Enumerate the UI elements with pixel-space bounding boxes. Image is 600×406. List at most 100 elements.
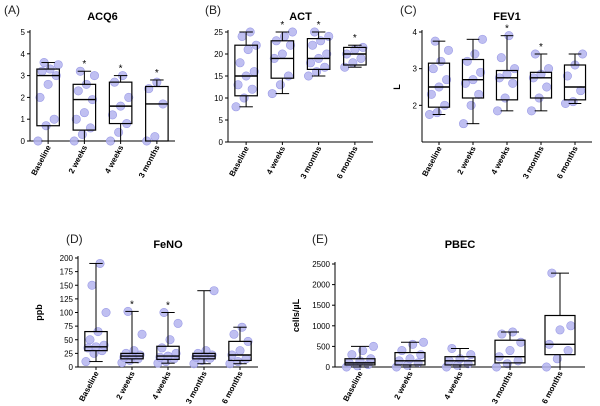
data-point (348, 58, 358, 68)
chart-title: FeNO (153, 239, 183, 251)
data-point (502, 359, 512, 369)
y-tick-label: 15 (214, 72, 223, 81)
y-tick-label: 1 (21, 115, 26, 124)
data-point (277, 49, 287, 59)
box-iqr (228, 340, 252, 362)
category-label: 4 weeks (442, 369, 465, 401)
category-label: 2 weeks (392, 369, 415, 401)
box-iqr (529, 71, 553, 99)
data-point (79, 108, 89, 118)
data-point (466, 100, 476, 110)
data-point (279, 31, 289, 41)
category-label: 6 months (220, 369, 245, 405)
data-point (233, 357, 243, 367)
data-point (53, 60, 63, 70)
category-label: 4 weeks (150, 369, 173, 401)
category-label: 3 months (521, 144, 546, 180)
data-point (157, 343, 167, 353)
category-label: 6 months (335, 144, 360, 180)
box-iqr (344, 358, 376, 366)
data-point (516, 337, 526, 347)
data-point (85, 123, 95, 133)
chart-panel: (D) FeNO 0 25 50 75 100 125 150 175 200 ppb Baseline… (34, 232, 258, 405)
category-label: 2 weeks (114, 369, 137, 401)
data-point (87, 280, 97, 290)
panel-label: (A) (4, 3, 20, 17)
data-point (106, 136, 116, 146)
y-axis-label: ppb (34, 304, 44, 321)
category-label: Baseline (29, 143, 53, 177)
data-point (312, 67, 322, 77)
data-point (347, 350, 357, 360)
box-iqr (84, 330, 108, 352)
chart-panel: (B) ACT 0 5 10 15 20 25 Baseline 4 weeks * 3 months… (205, 3, 373, 180)
data-point (500, 93, 510, 103)
data-point (101, 307, 111, 317)
category-label: 3 months (299, 144, 324, 180)
data-point (502, 69, 512, 79)
category-label: 4 weeks (265, 144, 288, 176)
significance-marker: * (353, 33, 357, 44)
data-point (320, 62, 330, 72)
data-point (426, 89, 436, 99)
data-point (576, 86, 586, 96)
data-point (443, 45, 453, 55)
category-label: 4 weeks (103, 143, 126, 175)
data-point (508, 78, 518, 88)
category-label: Baseline (227, 144, 251, 178)
y-axis-label: L (392, 84, 402, 90)
data-point (150, 132, 160, 142)
box-iqr (495, 69, 519, 101)
significance-marker: * (505, 24, 509, 35)
y-tick-label: 50 (64, 336, 73, 345)
data-point (267, 89, 277, 99)
y-tick-label: 0 (326, 363, 331, 372)
category-label: Baseline (77, 369, 101, 403)
box-iqr (108, 81, 133, 125)
significance-marker: * (166, 301, 170, 312)
data-point (81, 357, 91, 367)
data-point (405, 354, 415, 364)
chart-panel: (A) ACQ6 0 1 2 3 4 5 Baseline 2 weeks * 4 weeks * 3 m… (4, 3, 175, 179)
data-point (413, 358, 423, 368)
category-label: 6 months (540, 369, 565, 405)
data-point (49, 114, 59, 124)
data-point (308, 40, 318, 50)
data-point (239, 93, 249, 103)
data-point (527, 106, 537, 116)
category-label: 4 weeks (489, 144, 512, 176)
data-point (89, 71, 99, 81)
y-tick-label: 0 (219, 138, 224, 147)
panel-label: (D) (66, 232, 83, 246)
y-tick-label: 5 (21, 28, 26, 37)
y-tick-label: 1000 (312, 322, 330, 331)
data-point (568, 97, 578, 107)
category-label: 3 months (490, 369, 515, 405)
y-tick-label: 3 (21, 72, 26, 81)
data-point (209, 286, 219, 296)
data-point (513, 356, 523, 366)
data-point (474, 89, 484, 99)
data-point (541, 362, 551, 372)
data-point (73, 86, 83, 96)
y-tick-label: 175 (60, 268, 74, 277)
box-iqr (234, 44, 258, 97)
data-point (229, 329, 239, 339)
data-point (463, 359, 473, 369)
data-point (304, 71, 314, 81)
data-point (324, 31, 334, 41)
box-iqr (36, 68, 60, 127)
data-point (442, 75, 452, 85)
data-point (124, 92, 134, 102)
category-label: 3 months (137, 143, 162, 179)
data-point (316, 36, 326, 46)
y-tick-label: 25 (214, 28, 223, 37)
data-point (173, 318, 183, 328)
category-label: 2 weeks (455, 144, 478, 176)
data-point (562, 71, 572, 81)
box-iqr (306, 37, 331, 70)
data-point (247, 84, 257, 94)
box-iqr (145, 85, 169, 142)
chart-panel: (E) PBEC 0 500 1000 1500 2000 2500 cells/µL Basel… (291, 232, 585, 405)
